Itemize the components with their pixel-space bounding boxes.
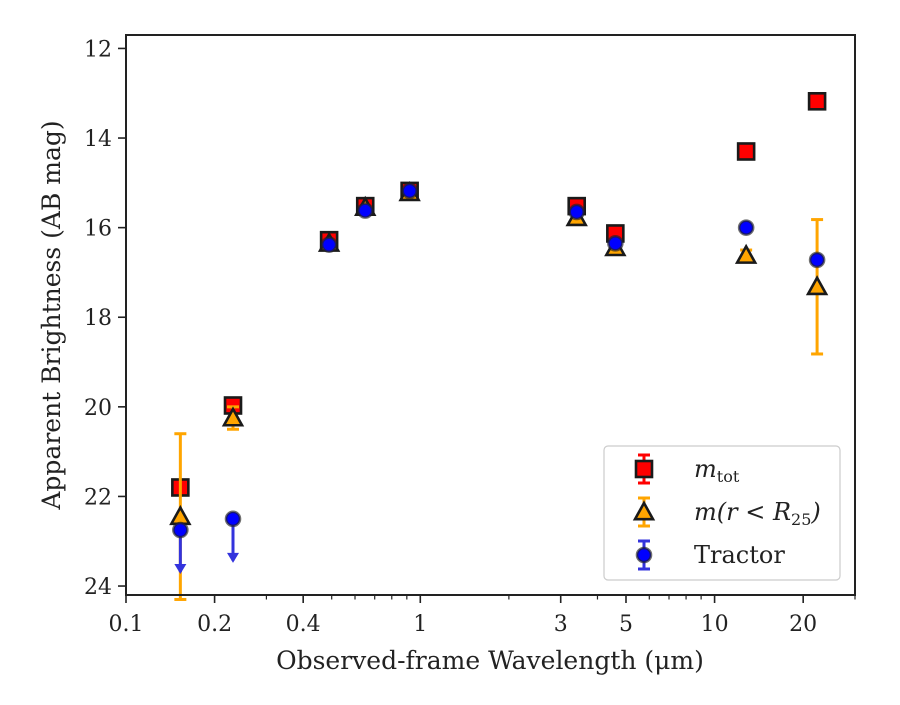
data-point-circle (737, 219, 755, 236)
y-tick-label: 24 (84, 575, 112, 600)
legend-label-main: m (694, 455, 717, 483)
x-tick-label: 0.2 (197, 612, 232, 637)
data-point-triangle (169, 504, 192, 526)
data-point-circle (320, 236, 338, 253)
y-tick-label: 18 (84, 306, 112, 331)
x-tick-label: 10 (701, 612, 729, 637)
data-point-square (807, 92, 827, 111)
legend-marker-triangle (632, 500, 656, 521)
y-tick-label: 20 (84, 396, 112, 421)
legend-label-main: m(r < R (694, 498, 791, 526)
legend-label: m(r < R25) (694, 498, 821, 529)
upper-limit-arrow (174, 564, 187, 575)
y-tick-label: 12 (84, 37, 112, 62)
x-tick-label: 5 (619, 612, 633, 637)
plot-frame (125, 34, 856, 596)
data-point-circle (224, 510, 242, 528)
legend-label-subscript: tot (717, 467, 740, 486)
data-point-circle (401, 182, 418, 200)
legend-label: mtot (694, 455, 740, 486)
legend-box (603, 445, 841, 581)
x-tick-label: 0.1 (109, 612, 144, 637)
y-axis: 12 14 16 18 20 22 24 (84, 37, 126, 600)
data-point-circle (356, 202, 374, 219)
series-circle (172, 182, 826, 575)
data-point-triangle (221, 406, 245, 427)
legend: mtot m(r < R25) Tractor (603, 445, 841, 581)
x-tick-label: 0.4 (286, 612, 321, 637)
y-axis-title: Apparent Brightness (AB mag) (37, 120, 66, 510)
y-tick-label: 16 (84, 217, 112, 242)
legend-label-main: Tractor (694, 541, 785, 569)
legend-marker-square (634, 459, 654, 479)
y-tick-label: 14 (84, 127, 112, 152)
series-square (171, 92, 827, 497)
data-point-circle (808, 251, 826, 269)
data-point-triangle (805, 275, 829, 296)
x-tick-label: 3 (554, 612, 568, 637)
data-point-circle (607, 235, 624, 252)
legend-label-tail: ) (810, 498, 820, 526)
x-axis: 0.1 0.2 0.4 1 3 5 10 20 (109, 595, 856, 637)
data-point-circle (568, 203, 586, 221)
legend-label: Tractor (694, 541, 785, 569)
x-axis-title: Observed-frame Wavelength (μm) (276, 646, 704, 675)
data-point-square (736, 142, 756, 161)
plot-marks (169, 92, 829, 601)
upper-limit-arrow (227, 552, 240, 563)
x-tick-label: 20 (789, 612, 817, 637)
data-point-circle (172, 521, 189, 539)
data-point-triangle (734, 243, 758, 264)
x-tick-label: 1 (413, 612, 427, 637)
legend-marker-circle (635, 546, 653, 564)
legend-label-subscript: 25 (791, 510, 811, 529)
y-tick-label: 22 (84, 485, 112, 510)
